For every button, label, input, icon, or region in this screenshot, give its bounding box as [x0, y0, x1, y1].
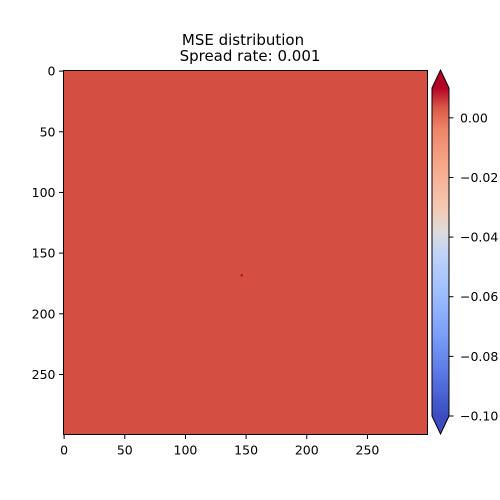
x-tick-label: 50 — [117, 443, 133, 458]
x-tick-label: 0 — [60, 443, 68, 458]
y-tick-label: 250 — [32, 367, 56, 382]
colorbar-tick-label: −0.10 — [460, 409, 498, 424]
y-tick-label: 50 — [40, 124, 56, 139]
colorbar-extend-low — [432, 416, 449, 434]
colorbar-tick-label: −0.02 — [460, 170, 498, 185]
y-tick-label: 100 — [32, 185, 56, 200]
x-tick-label: 100 — [174, 443, 198, 458]
y-tick-label: 150 — [32, 246, 56, 261]
y-tick-label: 0 — [48, 64, 56, 79]
colorbar-tick-label: −0.06 — [460, 289, 498, 304]
colorbar-tick-label: −0.04 — [460, 230, 498, 245]
colorbar-extend-high — [432, 70, 449, 88]
colorbar-tick-label: 0.00 — [460, 110, 488, 125]
chart-subtitle: Spread rate: 0.001 — [179, 47, 321, 65]
plot-frame — [63, 70, 428, 435]
x-tick-label: 250 — [356, 443, 380, 458]
x-tick-label: 150 — [234, 443, 258, 458]
x-tick-label: 200 — [295, 443, 319, 458]
heatmap-anomaly-cell — [240, 274, 243, 277]
colorbar-tick-label: −0.08 — [460, 349, 498, 364]
colorbar-gradient — [432, 88, 449, 416]
y-tick-label: 200 — [32, 306, 56, 321]
chart-title: MSE distribution — [181, 31, 305, 49]
heatmap-field — [63, 70, 428, 435]
